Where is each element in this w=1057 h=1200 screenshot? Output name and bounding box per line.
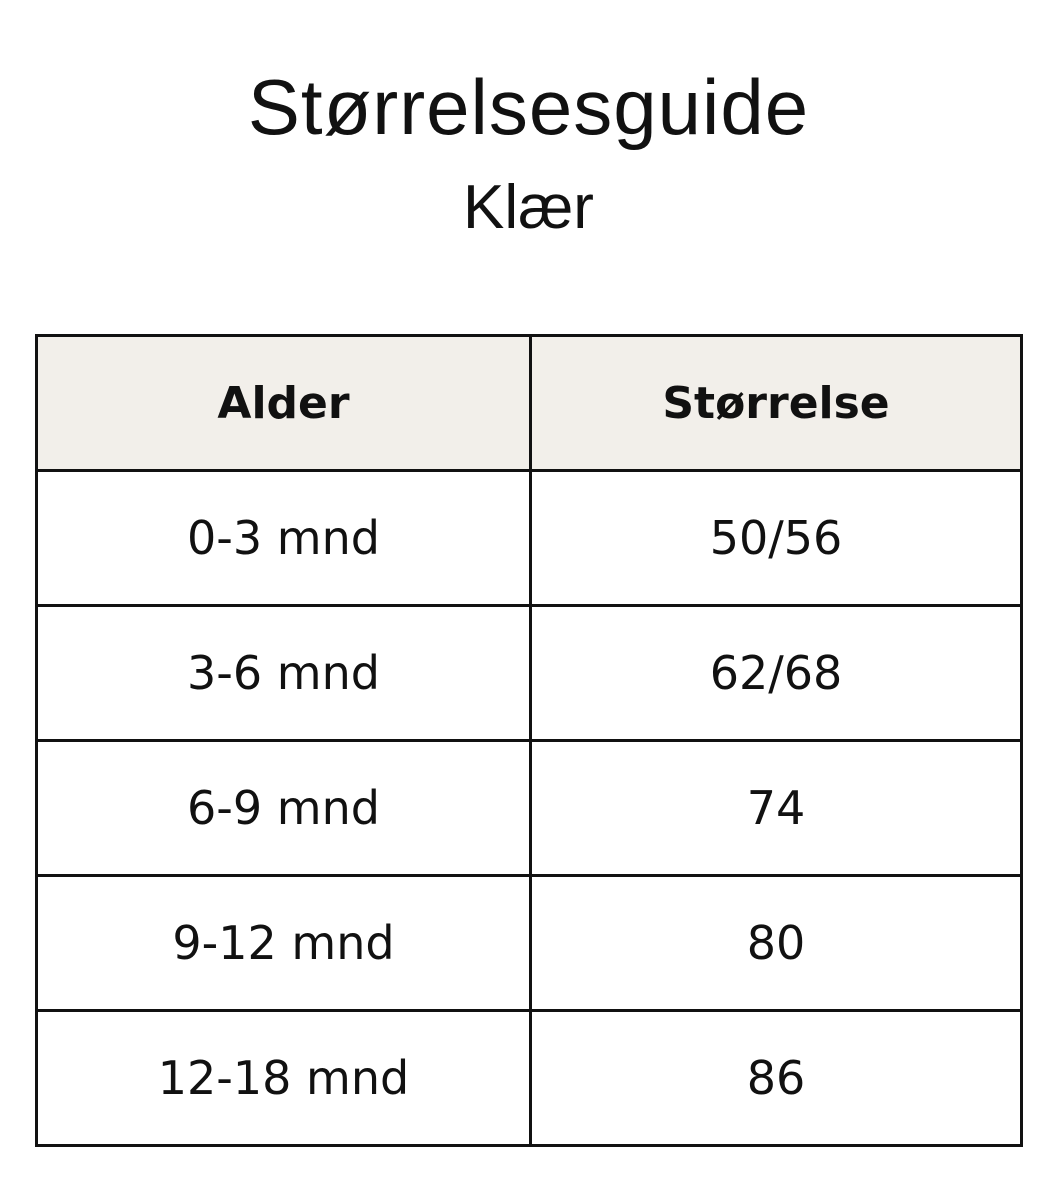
table-row: 6-9 mnd 74	[35, 739, 1023, 877]
page-subtitle: Klær	[463, 173, 594, 242]
cell-age: 0-3 mnd	[35, 469, 532, 607]
page-title: Størrelsesguide	[247, 63, 810, 151]
cell-size: 80	[529, 874, 1023, 1012]
size-table: Alder Størrelse 0-3 mnd 50/56 3-6 mnd 62…	[35, 334, 1023, 1147]
cell-age: 6-9 mnd	[35, 739, 532, 877]
cell-size: 62/68	[529, 604, 1023, 742]
header-size: Størrelse	[529, 334, 1023, 472]
table-row: 0-3 mnd 50/56	[35, 469, 1023, 607]
table-row: 3-6 mnd 62/68	[35, 604, 1023, 742]
table-row: 9-12 mnd 80	[35, 874, 1023, 1012]
table-row: 12-18 mnd 86	[35, 1009, 1023, 1147]
cell-age: 3-6 mnd	[35, 604, 532, 742]
cell-size: 74	[529, 739, 1023, 877]
header-age: Alder	[35, 334, 532, 472]
cell-age: 12-18 mnd	[35, 1009, 532, 1147]
cell-size: 50/56	[529, 469, 1023, 607]
cell-age: 9-12 mnd	[35, 874, 532, 1012]
table-header-row: Alder Størrelse	[35, 334, 1023, 472]
cell-size: 86	[529, 1009, 1023, 1147]
